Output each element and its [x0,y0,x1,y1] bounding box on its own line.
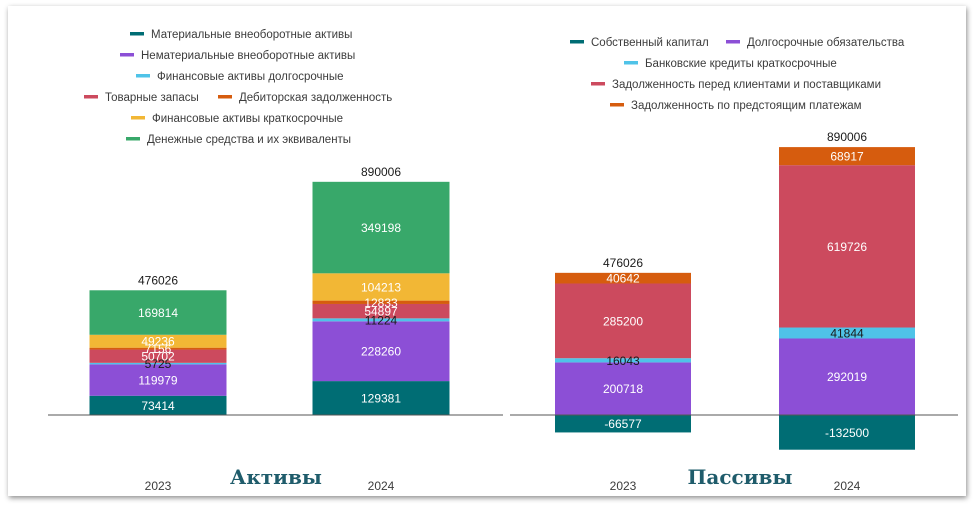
legend-swatch [726,40,740,44]
legend-swatch [126,137,140,141]
bar-segment [779,327,915,339]
bar-segment [89,334,227,348]
x-tick-label: 2024 [834,479,861,493]
data-label: 169814 [138,306,178,320]
data-label: -66577 [604,417,642,431]
bar-segment [555,272,691,284]
legend-label: Задолженность по предстоящим платежам [631,100,862,112]
legend-swatch [84,95,98,99]
x-tick-label: 2023 [610,479,637,493]
bar-segment [89,362,227,365]
data-label: 129381 [361,392,401,406]
bar-segment [555,358,691,363]
legend-label: Материальные внеоборотные активы [151,29,352,41]
legend-swatch [570,40,584,44]
data-label: 349198 [361,221,401,235]
x-tick-label: 2023 [145,479,172,493]
legend-label: Финансовые активы долгосрочные [157,71,344,83]
bar-segment [89,290,227,335]
legend-swatch [136,74,150,78]
bar-segment [312,181,450,274]
bar-segment [779,415,915,450]
legend-swatch [131,116,145,120]
legend-label: Задолженность перед клиентами и поставщи… [612,79,881,91]
bar-segment [555,415,691,433]
data-label: 619726 [827,240,867,254]
legend-swatch [120,53,134,57]
data-label: 68917 [830,150,864,164]
data-label: 285200 [603,314,643,328]
bar-segment [779,147,915,166]
data-label: 7156 [145,342,172,356]
data-label: 200718 [603,382,643,396]
data-label: 11224 [365,313,398,327]
legend-swatch [130,32,144,36]
legend-label: Денежные средства и их эквиваленты [147,134,351,146]
data-label: 54897 [364,305,398,319]
data-label: 73414 [141,399,175,413]
legend-label: Нематериальные внеоборотные активы [141,50,355,62]
total-label: 890006 [827,130,867,144]
data-label: 292019 [827,370,867,384]
data-label: 50702 [141,350,175,364]
legend-swatch [218,95,232,99]
data-label: 228260 [361,345,401,359]
chart-canvas: Материальные внеоборотные активы Нематери… [48,29,958,493]
bar-segment [312,303,450,319]
legend-swatch [591,82,605,86]
total-label: 890006 [361,165,401,179]
bar-segment [312,321,450,382]
chart-frame: Материальные внеоборотные активы Нематери… [8,6,966,496]
legend-label: Товарные запасы [105,92,199,104]
total-label: 476026 [603,256,643,270]
chart-title: Активы [230,465,322,489]
legend-swatch [624,61,638,65]
data-label: 40642 [606,272,640,286]
bar-segment [555,283,691,359]
bar-segment [779,165,915,328]
bar-segment [779,338,915,415]
data-label: 41844 [830,327,864,341]
legend-label: Дебиторская задолженность [239,92,392,104]
legend-label: Долгосрочные обязательства [747,37,905,49]
bar-segment [312,381,450,415]
data-label: 16043 [606,354,640,368]
bar-segment [555,362,691,415]
legend-label: Собственный капитал [591,37,709,49]
chart-title: Пассивы [688,465,793,489]
legend-label: Банковские кредиты краткосрочные [645,58,837,70]
data-label: 104213 [361,280,401,294]
total-label: 476026 [138,273,178,287]
data-label: 5725 [145,357,172,371]
bar-segment [89,349,227,363]
data-label: 119979 [138,374,177,388]
bar-segment [312,318,450,322]
bar-segment [89,395,227,415]
bar-segment [89,364,227,396]
data-label: 12833 [364,296,398,310]
legend-label: Финансовые активы краткосрочные [152,113,343,125]
data-label: 49236 [141,335,175,349]
legend-swatch [610,103,624,107]
bar-segment [312,273,450,301]
bar-segment [89,347,227,350]
x-tick-label: 2024 [368,479,395,493]
data-label: -132500 [825,426,869,440]
bar-segment [312,300,450,304]
